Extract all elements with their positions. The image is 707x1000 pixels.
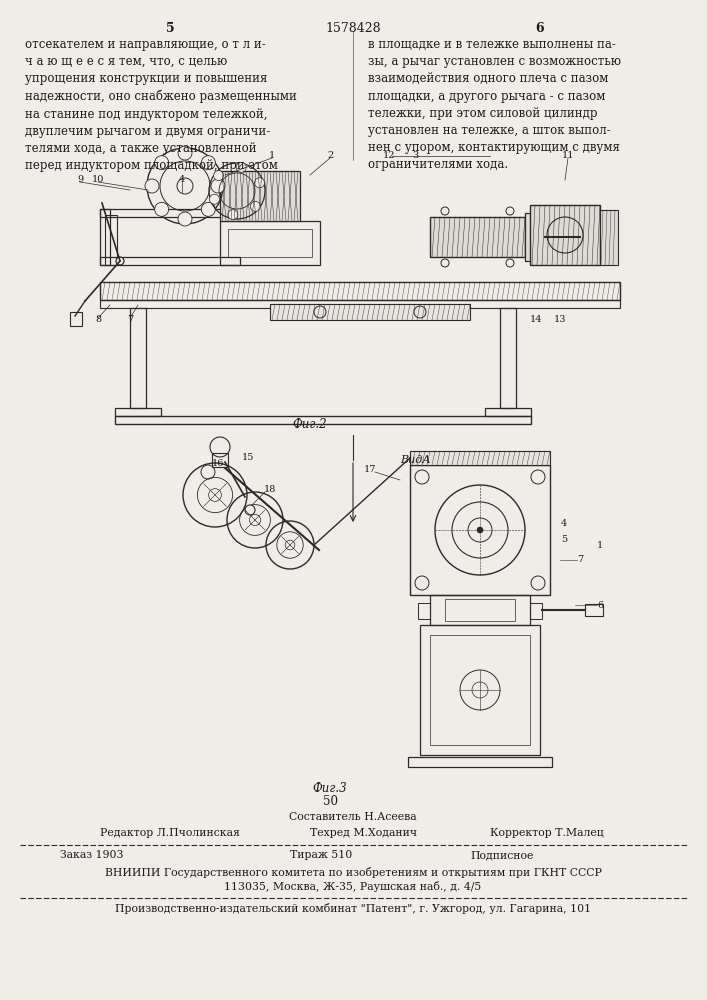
Text: 5: 5: [165, 22, 175, 35]
Text: 16: 16: [212, 460, 224, 468]
Circle shape: [211, 179, 225, 193]
Bar: [585, 604, 603, 616]
Text: 13: 13: [554, 316, 566, 324]
Text: ВНИИПИ Государственного комитета по изобретениям и открытиям при ГКНТ СССР: ВНИИПИ Государственного комитета по изоб…: [105, 867, 602, 878]
Bar: [105, 215, 117, 265]
Bar: [485, 408, 531, 416]
Bar: [100, 257, 240, 265]
Text: Составитель Н.Асеева: Составитель Н.Асеева: [289, 812, 417, 822]
Text: 3: 3: [412, 151, 418, 160]
Text: Корректор Т.Малец: Корректор Т.Малец: [490, 828, 604, 838]
Text: 8: 8: [95, 316, 101, 324]
Text: 2: 2: [327, 151, 333, 160]
Bar: [525, 213, 545, 261]
Text: Подписное: Подписное: [470, 850, 533, 860]
Text: 11: 11: [562, 151, 574, 160]
Text: 1: 1: [597, 540, 603, 550]
Text: 4: 4: [179, 176, 185, 184]
Text: 14: 14: [530, 316, 542, 324]
Bar: [115, 408, 161, 416]
Text: Тираж 510: Тираж 510: [290, 850, 352, 860]
Bar: [430, 635, 530, 745]
Bar: [220, 221, 320, 265]
Text: 10: 10: [92, 176, 104, 184]
Bar: [270, 304, 470, 320]
Text: 9: 9: [77, 176, 83, 184]
Bar: [500, 308, 516, 408]
Text: Техред М.Ходанич: Техред М.Ходанич: [310, 828, 417, 838]
Circle shape: [178, 212, 192, 226]
Bar: [115, 416, 531, 424]
Text: 17: 17: [363, 466, 376, 475]
Circle shape: [155, 202, 169, 216]
Text: 18: 18: [264, 486, 276, 494]
Text: 6: 6: [597, 600, 603, 609]
Circle shape: [116, 257, 124, 265]
Bar: [228, 229, 312, 257]
Bar: [220, 171, 300, 221]
Bar: [70, 312, 82, 326]
Bar: [100, 300, 620, 308]
Text: 113035, Москва, Ж-35, Раушская наб., д. 4/5: 113035, Москва, Ж-35, Раушская наб., д. …: [224, 881, 481, 892]
Text: 50: 50: [322, 795, 337, 808]
Text: 7: 7: [577, 556, 583, 564]
Text: в площадке и в тележке выполнены па-
зы, а рычаг установлен с возможностью
взаим: в площадке и в тележке выполнены па- зы,…: [368, 38, 621, 171]
Circle shape: [477, 527, 483, 533]
Circle shape: [228, 210, 238, 220]
Text: Редактор Л.Пчолинская: Редактор Л.Пчолинская: [100, 828, 240, 838]
Text: Фиг.3: Фиг.3: [312, 782, 347, 795]
Bar: [100, 209, 110, 265]
Circle shape: [214, 171, 223, 181]
Bar: [418, 603, 430, 619]
Bar: [212, 453, 228, 467]
Text: 6: 6: [536, 22, 544, 35]
Circle shape: [178, 146, 192, 160]
Bar: [410, 451, 550, 465]
Text: 1: 1: [269, 151, 275, 160]
Text: Фиг.2: Фиг.2: [293, 418, 327, 432]
Text: отсекателем и направляющие, о т л и-
ч а ю щ е е с я тем, что, с целью
упрощения: отсекателем и направляющие, о т л и- ч а…: [25, 38, 297, 172]
Circle shape: [145, 179, 159, 193]
Bar: [100, 209, 240, 217]
Text: Заказ 1903: Заказ 1903: [60, 850, 124, 860]
Circle shape: [255, 178, 264, 188]
Circle shape: [209, 194, 219, 204]
Text: 4: 4: [561, 520, 567, 528]
Text: 12: 12: [382, 151, 395, 160]
Bar: [130, 308, 146, 408]
Bar: [410, 465, 550, 595]
Text: 1578428: 1578428: [326, 22, 381, 35]
Circle shape: [245, 505, 255, 515]
Circle shape: [250, 201, 260, 211]
Bar: [530, 205, 600, 265]
Circle shape: [236, 162, 246, 172]
Circle shape: [155, 156, 169, 170]
Circle shape: [201, 156, 216, 170]
Text: ВидА: ВидА: [400, 455, 431, 465]
Bar: [600, 210, 618, 265]
Circle shape: [201, 202, 216, 216]
Bar: [430, 595, 530, 625]
Bar: [420, 625, 540, 755]
Text: 5: 5: [561, 536, 567, 544]
Bar: [445, 599, 515, 621]
Text: Производственно-издательский комбинат "Патент", г. Ужгород, ул. Гагарина, 101: Производственно-издательский комбинат "П…: [115, 903, 591, 914]
Bar: [408, 757, 552, 767]
Text: 15: 15: [242, 454, 255, 462]
Bar: [530, 603, 542, 619]
Bar: [100, 282, 620, 300]
Text: 7: 7: [127, 316, 133, 324]
Bar: [430, 217, 525, 257]
